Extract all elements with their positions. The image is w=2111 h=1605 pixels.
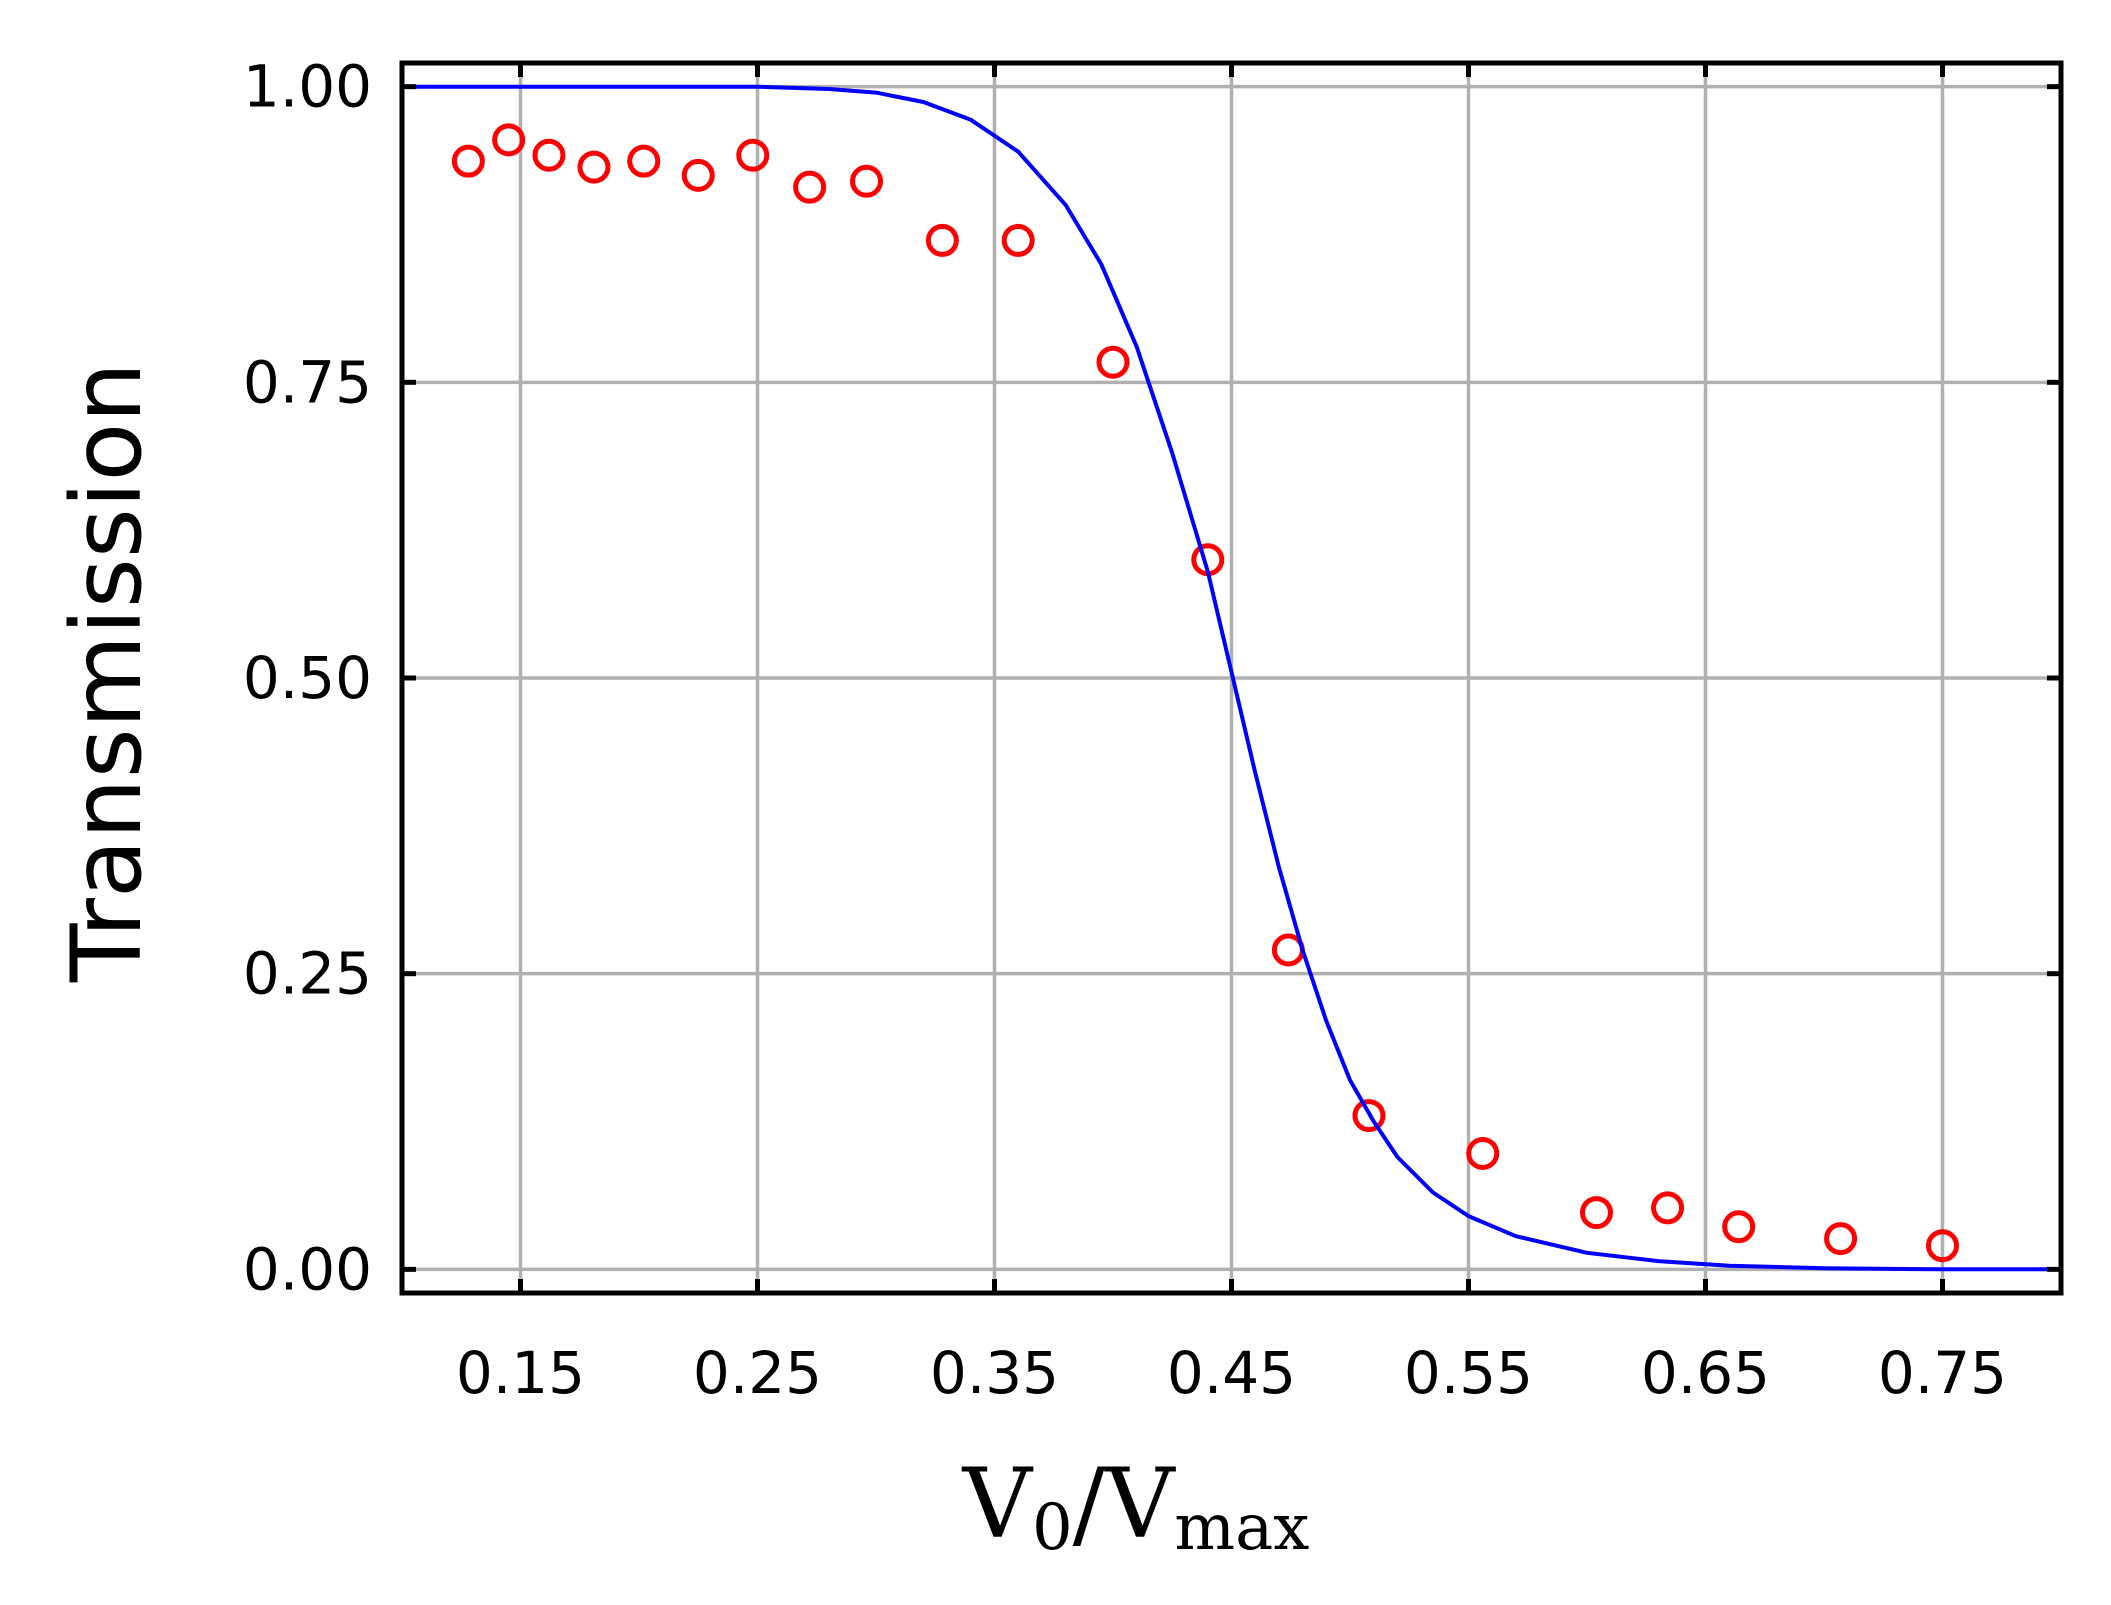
data-point-marker xyxy=(1001,223,1035,257)
y-tick-label: 1.00 xyxy=(243,53,372,121)
data-point-marker xyxy=(1651,1191,1685,1225)
x-tick-label: 0.65 xyxy=(1641,1339,1770,1407)
y-tick-labels: 0.00 0.25 0.50 0.75 1.00 xyxy=(243,53,372,1304)
y-tick-label: 0.50 xyxy=(243,644,372,712)
x-tick-label: 0.15 xyxy=(456,1339,585,1407)
fit-curve-line xyxy=(402,84,2061,1272)
data-point-marker xyxy=(492,123,526,157)
data-point-marker xyxy=(736,138,770,172)
x-axis-title-slash: / xyxy=(1073,1448,1106,1560)
data-point-marker xyxy=(793,170,827,204)
data-point-marker xyxy=(1579,1196,1613,1230)
data-point-marker xyxy=(681,158,715,192)
y-tick-label: 0.75 xyxy=(243,348,372,416)
x-axis-title-base1: V xyxy=(962,1448,1034,1560)
data-point-marker xyxy=(1352,1099,1386,1133)
x-tick-label: 0.45 xyxy=(1167,1339,1296,1407)
data-point-marker xyxy=(451,144,485,178)
data-point-marker xyxy=(627,144,661,178)
data-point-marker xyxy=(1926,1229,1959,1263)
data-point-marker xyxy=(1096,345,1130,379)
data-point-marker xyxy=(850,164,884,198)
data-point-marker xyxy=(925,223,959,257)
y-axis-title: Transmission xyxy=(51,362,163,983)
x-tick-label: 0.35 xyxy=(930,1339,1059,1407)
axis-ticks xyxy=(402,63,2061,1293)
x-tick-label: 0.25 xyxy=(693,1339,822,1407)
data-point-marker xyxy=(577,150,611,184)
x-tick-label: 0.75 xyxy=(1878,1339,2007,1407)
data-point-marker xyxy=(532,138,566,172)
data-point-marker xyxy=(1824,1222,1858,1256)
x-tick-labels: 0.15 0.25 0.35 0.45 0.55 0.65 0.75 xyxy=(456,1339,2007,1407)
x-axis-title-base2: V xyxy=(1104,1448,1176,1560)
x-tick-label: 0.55 xyxy=(1404,1339,1533,1407)
x-axis-title-sub2: max xyxy=(1174,1491,1309,1565)
plot-series xyxy=(402,84,2061,1272)
y-tick-label: 0.00 xyxy=(243,1235,372,1303)
data-point-marker xyxy=(1722,1210,1756,1244)
x-axis-title-sub1: 0 xyxy=(1032,1491,1073,1565)
y-tick-label: 0.25 xyxy=(243,940,372,1008)
x-axis-title: V0/Vmax xyxy=(962,1448,1310,1565)
data-point-marker xyxy=(1466,1136,1500,1170)
